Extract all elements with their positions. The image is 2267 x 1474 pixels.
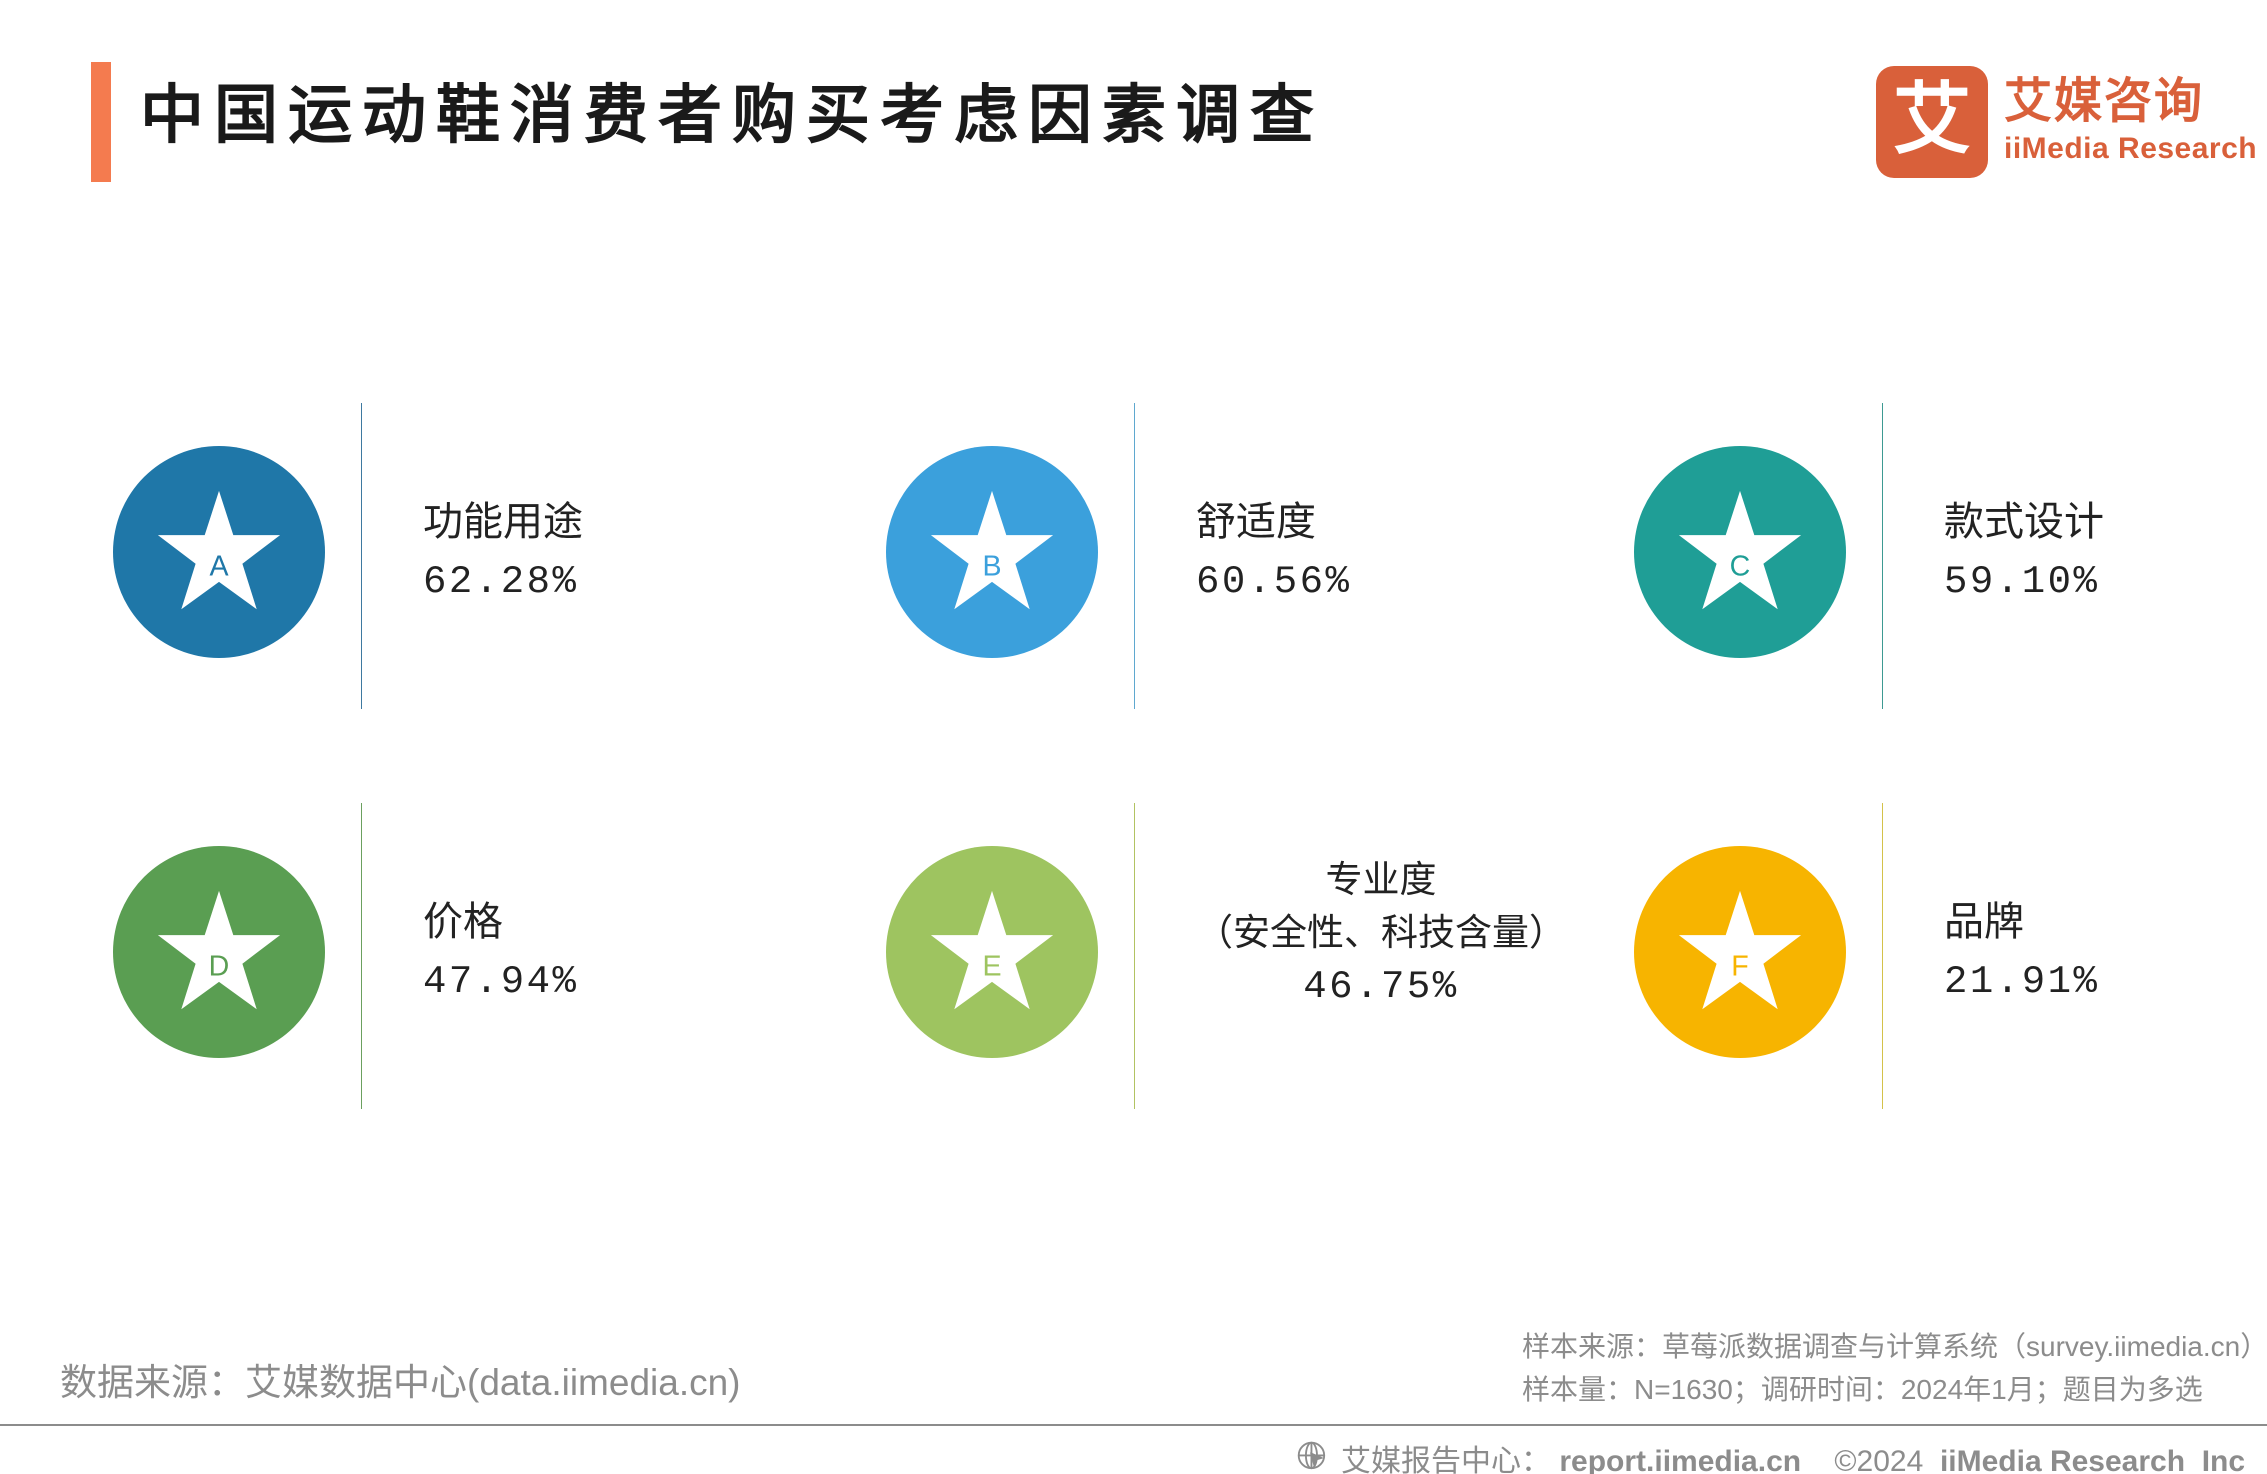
svg-text:F: F [1731, 950, 1748, 982]
svg-text:E: E [982, 950, 1001, 982]
svg-text:艾: 艾 [1893, 75, 1971, 163]
svg-text:C: C [1730, 550, 1751, 582]
svg-text:D: D [209, 950, 230, 982]
svg-text:A: A [209, 550, 228, 582]
svg-text:B: B [982, 550, 1001, 582]
